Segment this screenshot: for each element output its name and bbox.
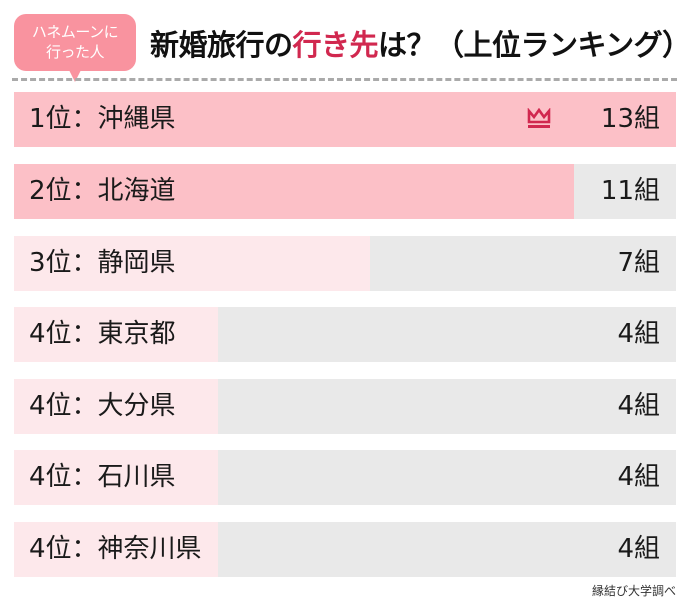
ranking-row-3: 3位：静岡県 7組: [14, 236, 676, 291]
title-accent: 行き先: [292, 28, 379, 62]
row-label: 1位：沖縄県: [29, 104, 176, 134]
row-label: 4位：大分県: [29, 391, 176, 421]
ranking-row-1: 1位：沖縄県 13組: [14, 92, 676, 147]
title-post: は？（上位ランキング）: [378, 28, 690, 62]
crown-icon: [527, 108, 551, 128]
row-value: 11組: [600, 176, 660, 206]
title-pre: 新婚旅行の: [150, 28, 293, 62]
bar-fill: [14, 164, 574, 219]
row-value: 7組: [617, 248, 660, 278]
source-credit: 縁結び大学調べ: [591, 584, 676, 598]
row-label: 4位：石川県: [29, 462, 176, 492]
row-label: 3位：静岡県: [29, 248, 176, 278]
dashed-divider: [12, 78, 677, 81]
ranking-row-6: 4位：石川県 4組: [14, 450, 676, 505]
row-value: 13組: [600, 104, 660, 134]
ranking-row-7: 4位：神奈川県 4組: [14, 522, 676, 577]
bar-fill: [14, 379, 218, 434]
row-label: 2位：北海道: [29, 176, 176, 206]
row-value: 4組: [617, 391, 660, 421]
bar-fill: [14, 236, 370, 291]
bar-fill: [14, 450, 218, 505]
bubble-line-1: ハネムーンに: [31, 23, 119, 41]
ranking-row-4: 4位：東京都 4組: [14, 307, 676, 362]
row-value: 4組: [617, 462, 660, 492]
row-value: 4組: [617, 319, 660, 349]
subject-bubble: ハネムーンに 行った人: [14, 14, 136, 71]
bar-fill: [14, 92, 676, 147]
row-value: 4組: [617, 534, 660, 564]
row-label: 4位：東京都: [29, 319, 176, 349]
row-label: 4位：神奈川県: [29, 534, 202, 564]
ranking-row-5: 4位：大分県 4組: [14, 379, 676, 434]
chart-header: ハネムーンに 行った人 新婚旅行の行き先は？（上位ランキング）: [0, 0, 690, 82]
bar-fill: [14, 307, 218, 362]
bar-fill: [14, 522, 218, 577]
chart-title: 新婚旅行の行き先は？（上位ランキング）: [150, 22, 690, 64]
bubble-line-2: 行った人: [45, 43, 105, 61]
ranking-row-2: 2位：北海道 11組: [14, 164, 676, 219]
